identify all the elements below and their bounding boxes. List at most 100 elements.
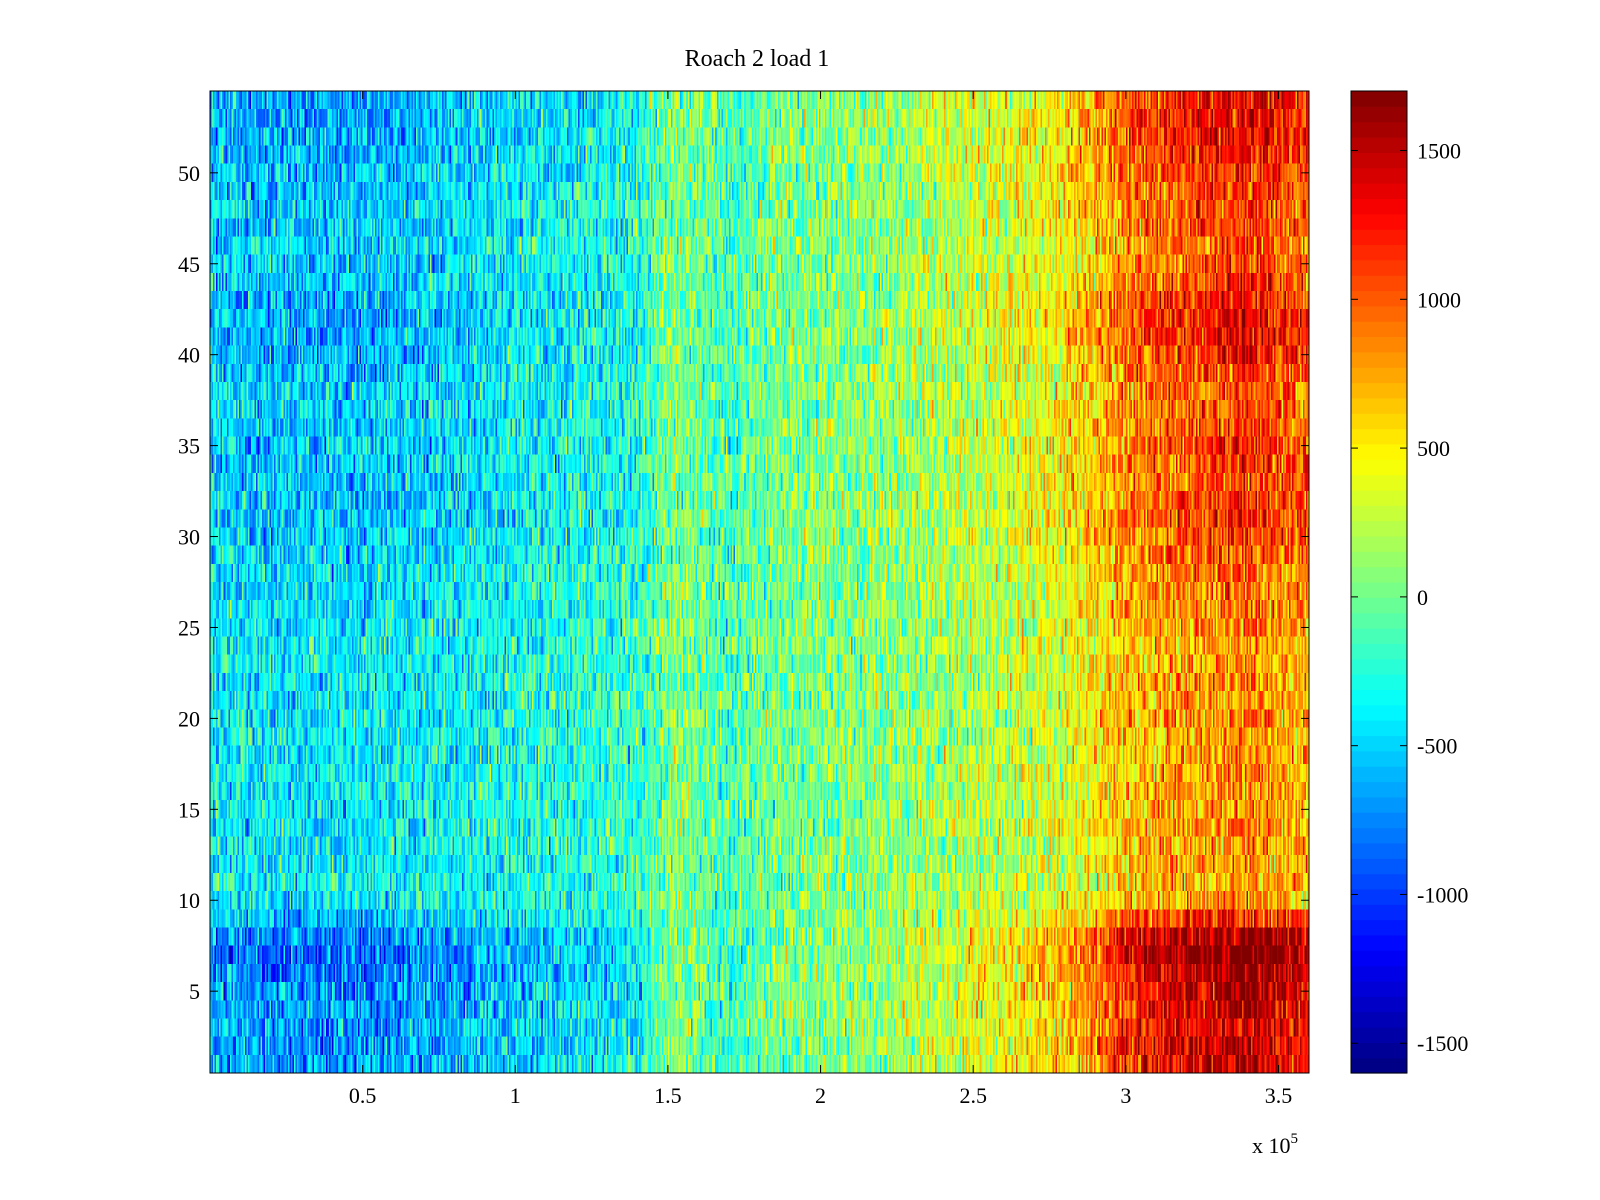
colorbar-segment [1351, 505, 1407, 522]
x-tick-label: 0.5 [349, 1083, 377, 1108]
colorbar-segment [1351, 382, 1407, 399]
colorbar-segment [1351, 827, 1407, 844]
colorbar-tick-label: 1500 [1417, 139, 1461, 164]
colorbar-segment [1351, 566, 1407, 583]
heatmap-cells [210, 91, 1309, 1073]
y-tick-label: 45 [178, 252, 200, 277]
colorbar-segment [1351, 842, 1407, 859]
colorbar-segment [1351, 137, 1407, 153]
colorbar-segment [1351, 1026, 1407, 1043]
colorbar-segment [1351, 1011, 1407, 1028]
chart-title: Roach 2 load 1 [685, 46, 830, 72]
colorbar-segment [1351, 551, 1407, 568]
colorbar-segment [1351, 428, 1407, 445]
colorbar-segment [1351, 413, 1407, 430]
colorbar-segment [1351, 628, 1407, 644]
x-multiplier-exponent: 5 [1291, 1131, 1299, 1147]
colorbar-segment [1351, 720, 1407, 737]
y-tick-label: 40 [178, 343, 200, 368]
y-tick-label: 30 [178, 525, 200, 550]
colorbar-frame [1350, 90, 1408, 1074]
x-axis-ticks: 0.5 1 1.5 2 2.5 3 3.5 [349, 91, 1292, 1108]
colorbar-segment [1351, 1042, 1407, 1059]
colorbar-segment [1351, 474, 1407, 491]
colorbar-segment [1351, 520, 1407, 537]
y-tick-label: 50 [178, 161, 200, 186]
colorbar-segment [1351, 459, 1407, 476]
colorbar-segment [1351, 183, 1407, 200]
x-tick-label: 2.5 [959, 1083, 987, 1108]
colorbar-segment [1351, 980, 1407, 997]
colorbar-tick-label: -1000 [1417, 882, 1468, 907]
colorbar-segment [1351, 1057, 1407, 1074]
colorbar-segment [1351, 597, 1407, 614]
colorbar-segment [1351, 275, 1407, 292]
colorbar-segment [1351, 919, 1407, 936]
colorbar-tick-label: 1000 [1417, 287, 1461, 312]
colorbar-segment [1351, 213, 1407, 230]
colorbar-segment [1351, 812, 1407, 829]
colorbar-segment [1351, 996, 1407, 1013]
colorbar-tick-label: 500 [1417, 436, 1450, 461]
y-tick-label: 20 [178, 706, 200, 731]
colorbar-segment [1351, 766, 1407, 783]
colorbar-segment [1351, 321, 1407, 338]
colorbar-segment [1351, 904, 1407, 921]
colorbar-segment [1351, 796, 1407, 813]
y-tick-label: 35 [178, 434, 200, 459]
colorbar-segment [1351, 198, 1407, 215]
colorbar-segment [1351, 259, 1407, 276]
colorbar-segment [1351, 965, 1407, 982]
x-tick-label: 3.5 [1265, 1083, 1293, 1108]
plot-area [209, 90, 1310, 1074]
colorbar-segment [1351, 888, 1407, 905]
colorbar-segment [1351, 612, 1407, 629]
x-tick-label: 1.5 [654, 1083, 682, 1108]
colorbar-tick-label: -500 [1417, 734, 1457, 759]
colorbar-ticks: -1500 -1000 -500 0 500 1000 1500 [1351, 139, 1468, 1056]
x-tick-label: 2 [815, 1083, 826, 1108]
colorbar-segment [1351, 535, 1407, 552]
colorbar-tick-label: -1500 [1417, 1031, 1468, 1056]
colorbar-segment [1351, 858, 1407, 875]
colorbar-segment [1351, 351, 1407, 368]
colorbar-segment [1351, 750, 1407, 767]
colorbar [1350, 90, 1408, 1074]
colorbar-segment [1351, 290, 1407, 307]
colorbar-segment [1351, 781, 1407, 798]
colorbar-segment [1351, 658, 1407, 675]
colorbar-segment [1351, 167, 1407, 184]
y-axis-ticks: 5 10 15 20 25 30 35 40 45 50 [178, 161, 1309, 1004]
colorbar-segment [1351, 704, 1407, 721]
colorbar-segment [1351, 873, 1407, 890]
colorbar-segment [1351, 489, 1407, 506]
colorbar-segment [1351, 950, 1407, 967]
colorbar-segment [1351, 367, 1407, 384]
colorbar-segment [1351, 91, 1407, 107]
colorbar-segment [1351, 735, 1407, 752]
colorbar-segment [1351, 643, 1407, 660]
colorbar-segment [1351, 582, 1407, 598]
colorbar-segment [1351, 305, 1407, 322]
colorbar-segment [1351, 106, 1407, 123]
x-tick-label: 1 [510, 1083, 521, 1108]
x-multiplier-base: x 10 [1252, 1133, 1291, 1158]
y-tick-label: 5 [189, 979, 200, 1004]
x-tick-label: 3 [1120, 1083, 1131, 1108]
colorbar-segment [1351, 443, 1407, 460]
y-tick-label: 25 [178, 615, 200, 640]
y-tick-label: 10 [178, 888, 200, 913]
plot-frame [209, 90, 1310, 1074]
colorbar-segment [1351, 121, 1407, 138]
colorbar-segment [1351, 152, 1407, 169]
colorbar-segment [1351, 229, 1407, 246]
colorbar-tick-label: 0 [1417, 585, 1428, 610]
y-tick-label: 15 [178, 797, 200, 822]
colorbar-segment [1351, 397, 1407, 414]
colorbar-segment [1351, 934, 1407, 951]
colorbar-segment [1351, 689, 1407, 706]
colorbar-segment [1351, 674, 1407, 691]
colorbar-segment [1351, 336, 1407, 353]
x-axis-multiplier: x 105 [1252, 1131, 1298, 1158]
